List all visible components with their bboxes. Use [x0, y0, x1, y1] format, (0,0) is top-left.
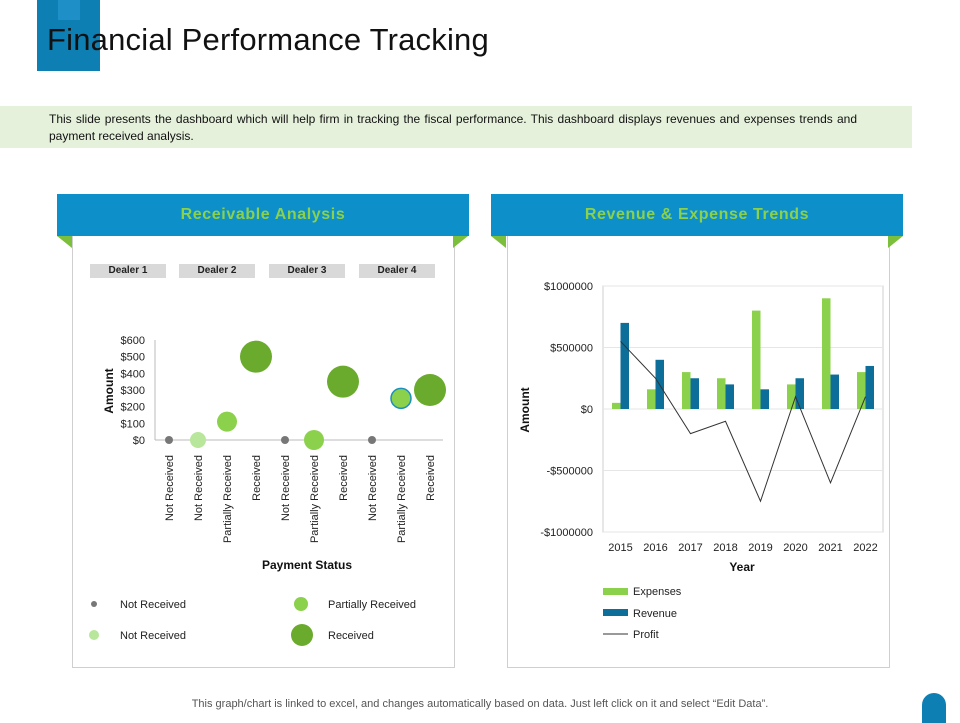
description-box: This slide presents the dashboard which …: [0, 106, 912, 148]
x-category-label: Received: [251, 455, 263, 501]
x-category-label: Not Received: [164, 455, 176, 521]
x-tick-label: 2015: [608, 542, 632, 554]
banner-fold-right-a: [491, 236, 506, 248]
legend-marker-partial: [294, 597, 308, 611]
x-tick-label: 2019: [748, 542, 772, 554]
y-tick-label: $0: [581, 404, 593, 416]
data-bubble-light: [190, 432, 206, 448]
expense-bar: [857, 372, 866, 409]
revenue-bar: [620, 322, 629, 409]
expense-bar: [682, 372, 691, 409]
y-tick-label: $500000: [550, 343, 593, 355]
legend-label: Not Received: [120, 630, 186, 642]
y-tick-label: $500: [121, 352, 145, 364]
dealer-label: Dealer 1: [90, 264, 166, 278]
dealer-label: Dealer 4: [359, 264, 435, 278]
expense-bar: [752, 310, 761, 409]
y-axis-title: Amount: [518, 387, 532, 432]
expense-bar: [822, 298, 831, 409]
data-bubble-small: [281, 436, 289, 444]
revenue-bar: [865, 365, 874, 409]
legend-label: Expenses: [633, 586, 682, 598]
legend-label: Revenue: [633, 608, 677, 620]
y-tick-label: -$1000000: [540, 527, 593, 539]
y-tick-label: $0: [133, 435, 145, 447]
x-tick-label: 2017: [678, 542, 702, 554]
x-category-label: Partially Received: [396, 455, 408, 543]
legend-marker-revenue: [603, 609, 628, 616]
x-category-label: Partially Received: [309, 455, 321, 543]
y-tick-label: $200: [121, 402, 145, 414]
description-text: This slide presents the dashboard which …: [49, 112, 857, 143]
profit-line: [620, 341, 866, 503]
revenue-bar: [795, 378, 804, 409]
trends-banner: Revenue & Expense Trends: [491, 194, 903, 236]
y-tick-label: $600: [121, 335, 145, 347]
x-category-label: Received: [425, 455, 437, 501]
dealer-label: Dealer 2: [179, 264, 255, 278]
banner-fold-left-a: [57, 236, 72, 248]
x-category-label: Not Received: [280, 455, 292, 521]
page-title: Financial Performance Tracking: [47, 22, 489, 57]
data-bubble-received: [240, 340, 272, 373]
expense-bar: [787, 384, 796, 409]
receivable-panel: [72, 230, 455, 668]
legend-label: Partially Received: [328, 599, 416, 611]
banner-fold-left-b: [453, 236, 468, 248]
y-axis-title: Amount: [102, 368, 116, 413]
legend-label: Not Received: [120, 599, 186, 611]
x-category-label: Not Received: [367, 455, 379, 521]
data-bubble-received: [414, 374, 446, 406]
legend-label: Profit: [633, 629, 659, 641]
x-tick-label: 2020: [783, 542, 807, 554]
revenue-bar: [760, 389, 769, 409]
footer-note: This graph/chart is linked to excel, and…: [191, 698, 769, 710]
expense-bar: [647, 389, 656, 409]
x-category-label: Not Received: [193, 455, 205, 521]
y-tick-label: $100: [121, 418, 145, 430]
dealer-label: Dealer 3: [269, 264, 345, 278]
expense-bar: [612, 402, 621, 409]
revenue-bar: [690, 378, 699, 409]
data-bubble-partial: [217, 411, 237, 432]
title-accent-inner: [58, 0, 80, 20]
corner-accent: [922, 693, 946, 723]
legend-marker-received: [291, 624, 313, 646]
x-axis-title: Payment Status: [262, 558, 352, 572]
legend-marker-small: [91, 601, 97, 607]
y-tick-label: $1000000: [544, 281, 593, 293]
data-bubble-partial: [390, 387, 412, 410]
revenue-bar: [830, 374, 839, 409]
legend-label: Received: [328, 630, 374, 642]
x-tick-label: 2016: [643, 542, 667, 554]
x-category-label: Received: [338, 455, 350, 501]
x-category-label: Partially Received: [222, 455, 234, 543]
x-tick-label: 2022: [853, 542, 877, 554]
x-tick-label: 2021: [818, 542, 842, 554]
x-tick-label: 2018: [713, 542, 737, 554]
data-bubble-partial: [304, 430, 324, 450]
banner-fold-right-b: [888, 236, 903, 248]
expense-bar: [717, 378, 726, 409]
legend-marker-expenses: [603, 588, 628, 595]
data-bubble-received: [327, 365, 359, 398]
legend-marker-light: [89, 630, 99, 640]
y-tick-label: $300: [121, 385, 145, 397]
revenue-bar: [725, 384, 734, 409]
receivable-banner: Receivable Analysis: [57, 194, 469, 236]
y-tick-label: $400: [121, 368, 145, 380]
data-bubble-small: [368, 436, 376, 444]
y-tick-label: -$500000: [547, 466, 594, 478]
data-bubble-small: [165, 436, 173, 444]
x-axis-title: Year: [729, 560, 755, 574]
